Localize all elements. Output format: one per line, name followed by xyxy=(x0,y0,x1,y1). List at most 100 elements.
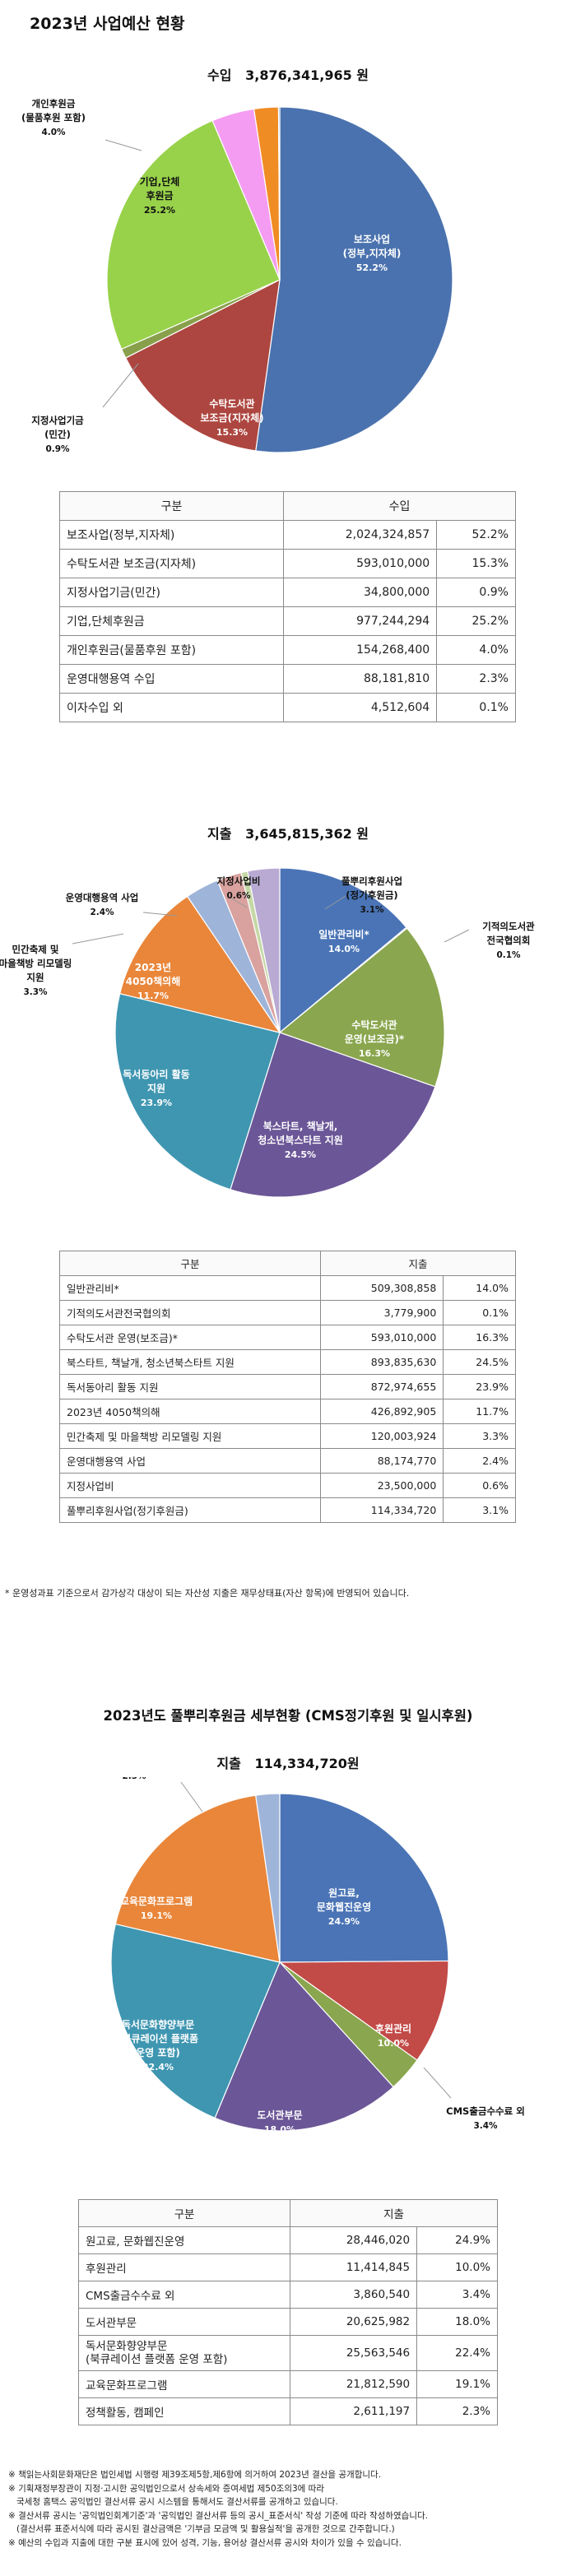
pie-slice xyxy=(279,867,407,1034)
section-title-donations: 2023년도 풀뿌리후원금 세부현황 (CMS정기후원 및 일시후원) xyxy=(103,1708,473,1724)
row-category: 지정사업기금(민간) xyxy=(59,578,284,607)
pie-label: 도서관부문 18.0% xyxy=(257,2109,302,2135)
section-title: 2023년 사업예산 현황 xyxy=(30,15,185,33)
pie-slice xyxy=(278,927,445,1088)
row-amount: 88,174,770 xyxy=(319,1448,444,1474)
row-percent: 19.1% xyxy=(416,2370,498,2398)
table-row: 이자수입 외 4,512,604 0.1% xyxy=(59,693,516,722)
row-percent: 24.9% xyxy=(416,2226,498,2254)
pie-label: 일반관리비* 14.0% xyxy=(318,928,369,954)
pie-label: 북스타트, 책날개, 청소년북스타트 지원 24.5% xyxy=(258,1120,343,1160)
pie-label: 풀뿌리후원사업 (정기후원금) 3.1% xyxy=(341,875,402,915)
row-amount: 872,974,655 xyxy=(319,1374,444,1399)
row-category: 수탁도서관 보조금(지자체) xyxy=(59,549,284,578)
row-category: 이자수입 외 xyxy=(59,693,284,722)
pie-label: 지정사업비 0.6% xyxy=(217,875,261,901)
row-category: 후원관리 xyxy=(78,2253,290,2281)
table-row: 풀뿌리후원사업(정기후원금) 114,334,720 3.1% xyxy=(59,1497,516,1523)
table-row: 일반관리비* 509,308,858 14.0% xyxy=(59,1275,516,1301)
row-category: 기적의도서관전국협의회 xyxy=(59,1300,321,1325)
row-category: 교육문화프로그램 xyxy=(78,2370,290,2398)
footnote-line: ※ 책읽는사회문화재단은 법인세법 시행령 제39조제5항,제6항에 의거하여 … xyxy=(8,2470,382,2480)
pie-label: 운영대행용역 사업 2.4% xyxy=(66,892,139,917)
pie-slice xyxy=(110,1923,281,2119)
row-category: 운영대행용역 수입 xyxy=(59,664,284,694)
table-row: 기적의도서관전국협의회 3,779,900 0.1% xyxy=(59,1300,516,1325)
pie-label: 2023년 4050책의해 11.7% xyxy=(126,962,181,1001)
pie-label: 민간축제 및 마을책방 리모델링 지원 3.3% xyxy=(0,944,72,997)
footnote-line: ※ 예산의 수입과 지출에 대한 구분 표시에 있어 성격, 기능, 용어상 결… xyxy=(8,2537,402,2548)
row-category: 보조사업(정부,지자체) xyxy=(59,520,284,550)
table-row: 지정사업비 23,500,000 0.6% xyxy=(59,1473,516,1498)
table-row: 독서동아리 활동 지원 872,974,655 23.9% xyxy=(59,1374,516,1399)
row-percent: 22.4% xyxy=(416,2335,498,2371)
table-header-amount: 수입 xyxy=(283,491,516,521)
pie-slice xyxy=(118,895,281,1033)
table-row: 교육문화프로그램 21,812,590 19.1% xyxy=(78,2370,498,2398)
expense-pie-chart: 일반관리비* 14.0% 기적의도서관 전국협의회 0.1% 수탁도서관 운영(보조금)* 1… xyxy=(0,867,535,1198)
pie-label: 보조사업 (정부,지자체) 52.2% xyxy=(343,233,402,273)
table-row: 2023년 4050책의해 426,892,905 11.7% xyxy=(59,1399,516,1424)
pie-label: 독서문화향양부문 (북큐레이션 플랫폼 운영 포함) 22.4% xyxy=(118,2018,198,2072)
table-row: 민간축제 및 마을책방 리모델링 지원 120,003,924 3.3% xyxy=(59,1423,516,1449)
table-row: 원고료, 문화웹진운영 28,446,020 24.9% xyxy=(78,2226,498,2254)
pie-label: 원고료, 문화웹진운영 24.9% xyxy=(317,1887,371,1927)
table-row: 수탁도서관 보조금(지자체) 593,010,000 15.3% xyxy=(59,549,516,578)
pie-label: CMS출금수수료 외 3.4% xyxy=(446,2105,525,2131)
table-row: 개인후원금(물품후원 포함) 154,268,400 4.0% xyxy=(59,635,516,665)
footnote-line: (결산서류 표준서식에 따라 공시된 결산금액은 '기부금 모금액 및 활용실적… xyxy=(8,2524,395,2534)
row-percent: 0.9% xyxy=(436,578,516,607)
row-category: 개인후원금(물품후원 포함) xyxy=(59,635,284,665)
row-amount: 20,625,982 xyxy=(289,2308,418,2336)
row-percent: 0.1% xyxy=(443,1300,516,1325)
footnotes: ※ 책읽는사회문화재단은 법인세법 시행령 제39조제5항,제6항에 의거하여 … xyxy=(8,2468,568,2550)
table-row: 기업,단체후원금 977,244,294 25.2% xyxy=(59,606,516,636)
table-row: 지정사업기금(민간) 34,800,000 0.9% xyxy=(59,578,516,607)
row-amount: 120,003,924 xyxy=(319,1423,444,1449)
row-percent: 18.0% xyxy=(416,2308,498,2336)
row-category: 독서문화향양부문 (북큐레이션 플랫폼 운영 포함) xyxy=(78,2335,290,2371)
row-percent: 3.1% xyxy=(443,1497,516,1523)
row-category: 일반관리비* xyxy=(59,1275,321,1301)
row-percent: 10.0% xyxy=(416,2253,498,2281)
row-category: 북스타트, 책날개, 청소년북스타트 지원 xyxy=(59,1349,321,1375)
pie-label: 기업,단체 후원금 25.2% xyxy=(140,175,180,216)
table-row: 후원관리 11,414,845 10.0% xyxy=(78,2253,498,2281)
pie-slice xyxy=(114,992,281,1191)
row-amount: 977,244,294 xyxy=(282,606,438,636)
row-percent: 2.4% xyxy=(443,1448,516,1474)
row-amount: 593,010,000 xyxy=(282,549,438,578)
pie-label: 기적의도서관 전국협의회 0.1% xyxy=(482,921,535,960)
row-category: CMS출금수수료 외 xyxy=(78,2281,290,2309)
row-amount: 114,334,720 xyxy=(319,1497,444,1523)
pie-label: 수탁도서관 보조금(지자체) 15.3% xyxy=(200,397,263,438)
pie-slice xyxy=(277,106,281,281)
table-header-category: 구분 xyxy=(59,491,284,521)
income-chart-header: 수입 3,876,341,965 원 xyxy=(0,64,576,84)
row-percent: 23.9% xyxy=(443,1374,516,1399)
row-amount: 28,446,020 xyxy=(289,2226,418,2254)
leader-line xyxy=(444,929,470,943)
table-header-category: 구분 xyxy=(59,1251,321,1276)
row-amount: 509,308,858 xyxy=(319,1275,444,1301)
table-row: 보조사업(정부,지자체) 2,024,324,857 52.2% xyxy=(59,520,516,550)
row-percent: 15.3% xyxy=(436,549,516,578)
row-amount: 34,800,000 xyxy=(282,578,438,607)
donation-chart-header: 지출 114,334,720원 xyxy=(0,1752,576,1772)
table-row: 정책활동, 캠페인 2,611,197 2.3% xyxy=(78,2397,498,2425)
pie-label: 개인후원금 (물품후원 포함) 4.0% xyxy=(21,98,86,137)
row-percent: 52.2% xyxy=(436,520,516,550)
row-amount: 21,812,590 xyxy=(289,2370,418,2398)
pie-slice xyxy=(114,1794,281,1963)
table-header-amount: 지출 xyxy=(320,1251,516,1276)
asterisk-note: * 운영성과표 기준으로서 감가상각 대상이 되는 자산성 지출은 재무상태표(… xyxy=(5,1588,410,1599)
pie-slice xyxy=(278,1960,449,2061)
row-amount: 23,500,000 xyxy=(319,1473,444,1498)
row-category: 민간축제 및 마을책방 리모델링 지원 xyxy=(59,1423,321,1449)
expense-chart-header: 지출 3,645,815,362 원 xyxy=(0,823,576,842)
pie-label: 교육문화프로그램 19.1% xyxy=(120,1895,193,1921)
table-row: 북스타트, 책날개, 청소년북스타트 지원 893,835,630 24.5% xyxy=(59,1349,516,1375)
row-category: 지정사업비 xyxy=(59,1473,321,1498)
table-row: 운영대행용역 사업 88,174,770 2.4% xyxy=(59,1448,516,1474)
